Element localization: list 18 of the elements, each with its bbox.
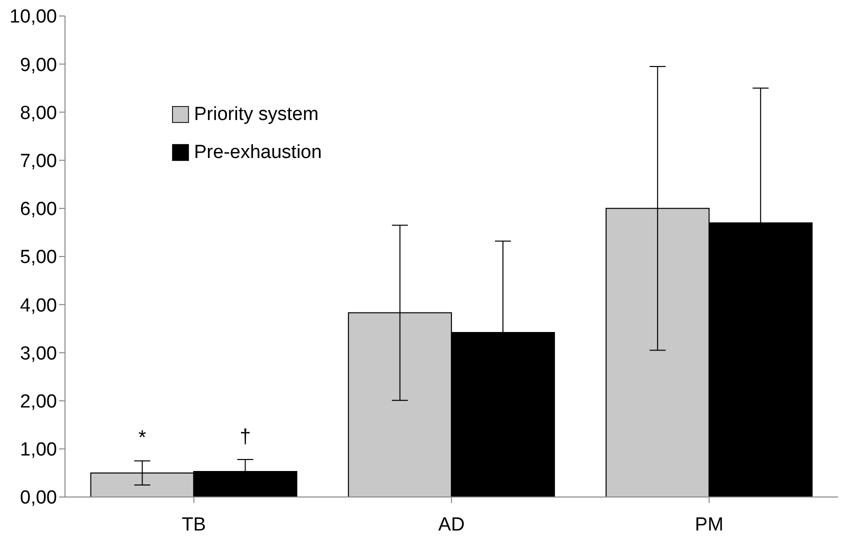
y-tick-label: 7,00 bbox=[20, 151, 57, 172]
y-tick-label: 3,00 bbox=[20, 343, 57, 364]
y-tick-label: 10,00 bbox=[9, 6, 57, 28]
annotation: * bbox=[138, 427, 146, 450]
y-tick-label: 9,00 bbox=[20, 54, 57, 76]
legend-label: Priority system bbox=[194, 104, 319, 126]
y-tick-label: 1,00 bbox=[20, 440, 57, 461]
x-tick-label: PM bbox=[694, 514, 724, 536]
y-tick-label: 6,00 bbox=[20, 199, 57, 220]
y-tick-label: 5,00 bbox=[20, 247, 57, 268]
y-tick-label: 8,00 bbox=[20, 102, 57, 124]
annotation: † bbox=[240, 426, 251, 448]
y-tick-label: 2,00 bbox=[20, 392, 57, 413]
legend-label: Pre-exhaustion bbox=[194, 142, 322, 164]
x-tick-label: TB bbox=[182, 514, 206, 536]
y-tick-label: 4,00 bbox=[20, 295, 57, 316]
x-tick-label: AD bbox=[438, 514, 465, 536]
y-tick-label: 0,00 bbox=[20, 488, 57, 509]
